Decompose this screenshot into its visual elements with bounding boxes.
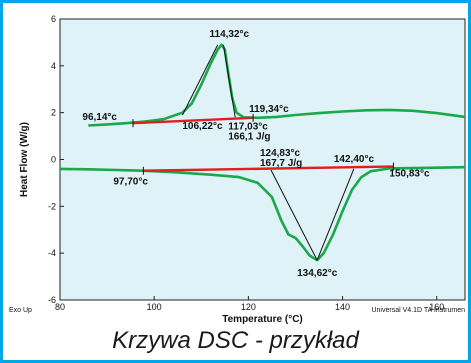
annotation-label: 114,32°c — [210, 29, 250, 40]
annotation-label: 167,7 J/g — [260, 158, 302, 169]
annotation-label: 106,22°c — [182, 121, 223, 132]
annotation-label: 124,83°c — [260, 148, 301, 159]
x-tick-label: 140 — [335, 302, 350, 312]
x-tick-label: 120 — [241, 302, 256, 312]
y-tick-label: 6 — [51, 14, 56, 24]
annotation-label: 142,40°c — [334, 154, 375, 165]
annotation-label: 119,34°c — [249, 104, 289, 115]
x-tick-label: 80 — [55, 302, 65, 312]
y-tick-label: 4 — [51, 61, 56, 71]
tangent-line-1 — [181, 44, 219, 116]
caption: Krzywa DSC - przykład — [112, 327, 359, 354]
footer-right-note: Universal V4.1D TA Instrumen — [371, 307, 465, 314]
plot-area — [59, 18, 466, 301]
x-axis-label: Temperature (°C) — [222, 314, 303, 325]
integration-baseline-1 — [132, 116, 254, 125]
tangent-line-3 — [270, 169, 318, 261]
annotation-label: 97,70°c — [113, 177, 148, 188]
x-tick-label: 160 — [429, 302, 444, 312]
y-tick-label: 0 — [51, 155, 56, 165]
axes: 80 100 120 140 160 -6 -4 -2 0 2 4 6 — [48, 14, 444, 312]
dsc-curve-2 — [59, 165, 466, 262]
tangent-line-4 — [316, 168, 355, 261]
annotation-label: 96,14°c — [82, 112, 117, 123]
annotation-label: 134,62°c — [297, 268, 338, 279]
y-tick-label: 2 — [51, 108, 56, 118]
y-tick-label: -2 — [48, 201, 56, 211]
overlays — [132, 44, 394, 261]
annotation-label: 117,03°c — [228, 121, 268, 132]
annotation-label: 150,83°c — [389, 169, 430, 180]
y-tick-label: -6 — [48, 295, 56, 305]
integration-baseline-2 — [143, 165, 394, 172]
x-tick-label: 100 — [147, 302, 162, 312]
labels: 114,32°c96,14°c106,22°c119,34°c117,03°c1… — [82, 29, 430, 279]
footer-left-note: Exo Up — [9, 307, 32, 314]
dsc-chart: 80 100 120 140 160 -6 -4 -2 0 2 4 6 114,32°c 96,14°c… — [9, 14, 466, 325]
y-axis-label: Heat Flow (W/g) — [19, 122, 30, 197]
tangent-line-2 — [222, 44, 236, 118]
y-tick-label: -4 — [48, 248, 56, 258]
annotation-label: 166,1 J/g — [228, 131, 270, 142]
